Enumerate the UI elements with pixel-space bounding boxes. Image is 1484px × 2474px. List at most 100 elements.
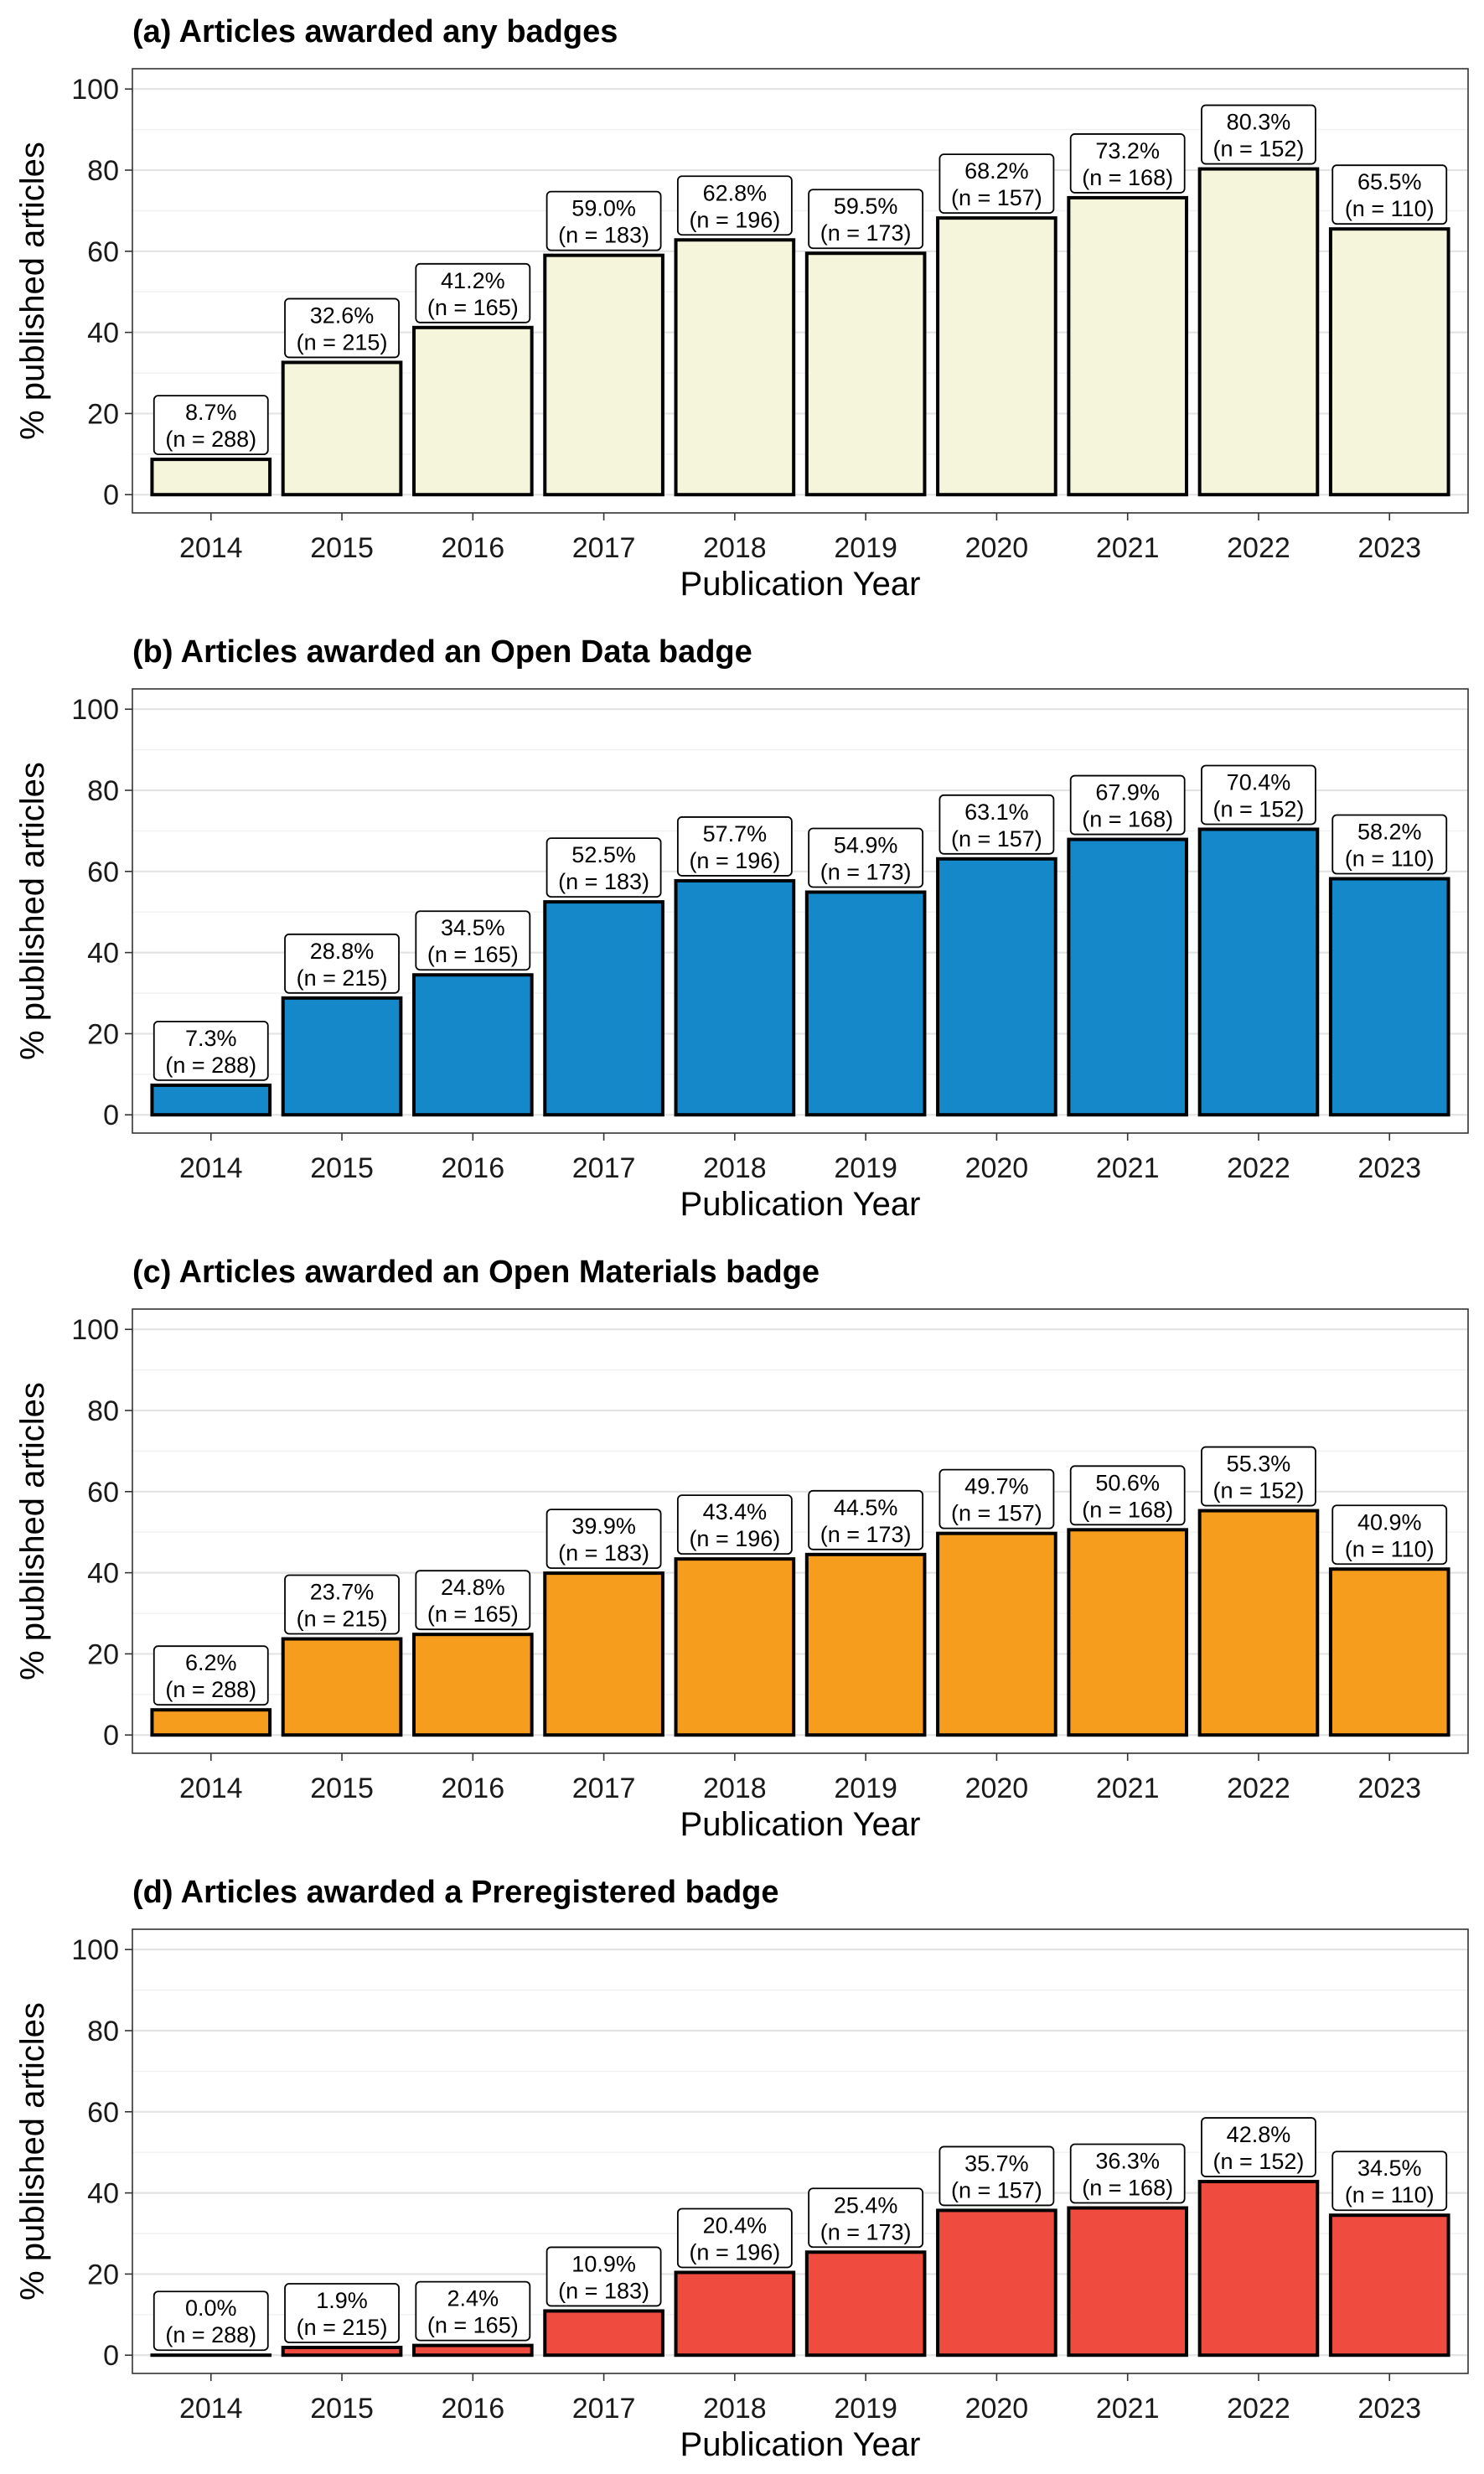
y-tick-label: 20 xyxy=(87,1638,119,1670)
data-label-percent: 34.5% xyxy=(1357,2156,1422,2181)
data-label-box xyxy=(153,1020,269,1081)
data-label-box xyxy=(415,2280,531,2342)
bar-2021 xyxy=(1067,1528,1189,1737)
x-tick-label: 2017 xyxy=(572,2393,636,2425)
data-label-percent: 65.5% xyxy=(1357,169,1422,194)
x-tick-label: 2014 xyxy=(179,532,243,564)
y-tick-label: 20 xyxy=(87,1018,119,1050)
bar-2022 xyxy=(1197,167,1320,497)
data-label-2021: 50.6%(n = 168) xyxy=(1069,1465,1186,1526)
x-tick-label: 2019 xyxy=(834,2393,897,2425)
data-label-n: (n = 196) xyxy=(689,1526,780,1551)
y-tick-label: 40 xyxy=(87,2178,119,2210)
data-label-box xyxy=(284,2283,400,2343)
bar-2017 xyxy=(543,2309,664,2358)
y-tick-label: 60 xyxy=(87,857,119,888)
data-label-2023: 58.2%(n = 110) xyxy=(1331,814,1448,875)
data-label-percent: 34.5% xyxy=(441,915,505,940)
data-label-percent: 58.2% xyxy=(1357,820,1422,845)
x-axis-title: Publication Year xyxy=(680,1806,921,1843)
data-label-percent: 55.3% xyxy=(1227,1452,1291,1477)
data-label-box xyxy=(676,1494,793,1555)
data-label-2020: 35.7%(n = 157) xyxy=(938,2145,1055,2207)
data-label-2022: 80.3%(n = 152) xyxy=(1201,104,1316,165)
data-label-n: (n = 168) xyxy=(1082,2176,1173,2201)
bar-2023 xyxy=(1328,877,1450,1117)
data-label-percent: 42.8% xyxy=(1227,2122,1291,2147)
data-label-box xyxy=(1069,133,1186,194)
data-label-percent: 23.7% xyxy=(310,1580,375,1605)
data-label-percent: 57.7% xyxy=(703,821,768,846)
x-tick-label: 2017 xyxy=(572,1152,636,1184)
x-tick-label: 2014 xyxy=(179,1152,243,1184)
bar-2023 xyxy=(1328,1567,1450,1737)
data-label-box xyxy=(1331,164,1448,225)
data-label-box xyxy=(1331,2151,1448,2212)
data-label-box xyxy=(938,153,1055,215)
data-label-n: (n = 110) xyxy=(1345,2182,1435,2207)
data-label-2014: 8.7%(n = 288) xyxy=(153,395,269,456)
bar-2021 xyxy=(1067,837,1189,1117)
data-label-n: (n = 215) xyxy=(297,2315,388,2340)
data-label-2015: 32.6%(n = 215) xyxy=(284,298,400,359)
bar-2017 xyxy=(543,900,664,1117)
bar-2020 xyxy=(936,857,1057,1117)
data-label-n: (n = 173) xyxy=(820,1522,912,1547)
y-tick-label: 20 xyxy=(87,2259,119,2290)
panel-d: (d) Articles awarded a Preregistered bad… xyxy=(14,1875,1469,2463)
x-tick-label: 2018 xyxy=(703,532,767,564)
x-tick-label: 2018 xyxy=(703,1773,767,1804)
data-label-n: (n = 173) xyxy=(820,2219,912,2244)
data-label-n: (n = 152) xyxy=(1213,1478,1305,1504)
x-tick-label: 2014 xyxy=(179,2393,243,2425)
data-label-percent: 73.2% xyxy=(1095,138,1160,163)
bar-2014 xyxy=(150,1708,272,1737)
data-label-box xyxy=(153,395,269,456)
y-tick-label: 0 xyxy=(103,2340,119,2372)
y-tick-label: 0 xyxy=(103,1720,119,1752)
data-label-box xyxy=(1201,2117,1316,2177)
bar-2017 xyxy=(543,253,664,497)
data-label-percent: 7.3% xyxy=(185,1026,237,1051)
data-label-n: (n = 183) xyxy=(558,223,649,248)
panel-title: (b) Articles awarded an Open Data badge xyxy=(132,634,752,670)
data-label-box xyxy=(676,816,793,877)
panel-title: (d) Articles awarded a Preregistered bad… xyxy=(132,1875,779,1910)
data-label-2016: 24.8%(n = 165) xyxy=(415,1570,531,1631)
y-tick-label: 80 xyxy=(87,155,119,187)
data-label-box xyxy=(808,827,924,888)
x-tick-label: 2018 xyxy=(703,1152,767,1184)
bar-2020 xyxy=(936,2208,1057,2358)
x-tick-label: 2015 xyxy=(310,532,374,564)
data-label-n: (n = 183) xyxy=(558,1540,649,1566)
data-label-box xyxy=(415,262,531,323)
y-axis-title: % published articles xyxy=(14,1382,51,1680)
data-label-n: (n = 168) xyxy=(1082,1497,1173,1522)
x-tick-label: 2017 xyxy=(572,1773,636,1804)
data-label-2019: 59.5%(n = 173) xyxy=(808,189,924,250)
data-label-percent: 39.9% xyxy=(571,1514,636,1539)
y-tick-label: 100 xyxy=(71,694,119,726)
data-label-percent: 2.4% xyxy=(447,2286,499,2311)
y-tick-label: 80 xyxy=(87,1395,119,1427)
x-tick-label: 2019 xyxy=(834,532,897,564)
data-label-percent: 49.7% xyxy=(964,1474,1029,1499)
x-tick-label: 2021 xyxy=(1096,1773,1160,1804)
data-label-n: (n = 183) xyxy=(558,869,649,894)
bar-2021 xyxy=(1067,2206,1189,2358)
data-label-2019: 25.4%(n = 173) xyxy=(808,2187,924,2249)
y-axis-title: % published articles xyxy=(14,762,51,1060)
data-label-2016: 41.2%(n = 165) xyxy=(415,262,531,323)
bar-2016 xyxy=(411,325,534,497)
x-tick-label: 2023 xyxy=(1357,1773,1421,1804)
data-label-2015: 23.7%(n = 215) xyxy=(284,1574,400,1635)
bar-2018 xyxy=(674,878,796,1117)
data-label-box xyxy=(808,189,924,250)
x-tick-label: 2019 xyxy=(834,1773,897,1804)
data-label-2017: 39.9%(n = 183) xyxy=(546,1509,662,1569)
data-label-percent: 43.4% xyxy=(703,1499,768,1524)
x-tick-label: 2023 xyxy=(1357,2393,1421,2425)
data-label-percent: 1.9% xyxy=(316,2288,368,2313)
y-axis-title: % published articles xyxy=(14,142,51,440)
panel-border xyxy=(132,1308,1469,1754)
